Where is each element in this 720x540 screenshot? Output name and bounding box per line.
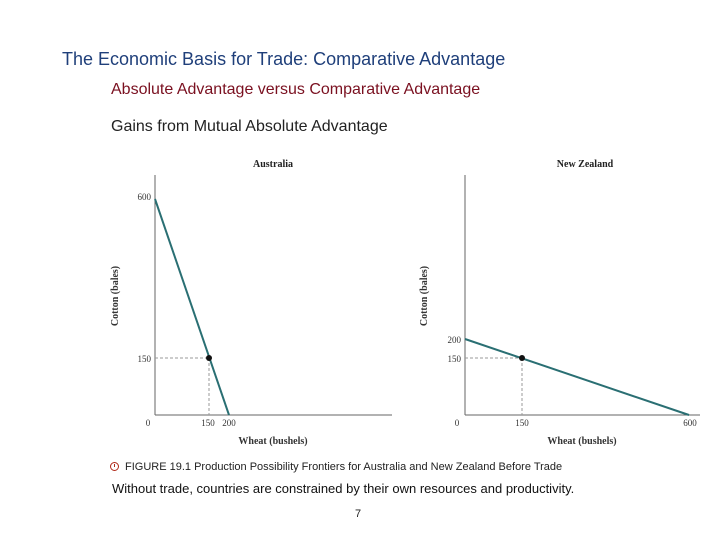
x-tick-australia-150: 150 [201,418,215,428]
x-tick-australia-0: 0 [146,418,151,428]
x-tick-australia-200: 200 [222,418,236,428]
x-tick-new-zealand-150: 150 [515,418,529,428]
figure-info-icon [110,462,119,471]
frontier-line-australia [154,198,230,416]
y-tick-australia-150: 150 [138,354,152,364]
figure-caption: FIGURE 19.1 Production Possibility Front… [110,461,562,473]
y-axis-label-australia: Cotton (bales) [110,266,121,326]
x-axis-label-australia: Wheat (bushels) [238,436,307,447]
chart-new-zealand: New Zealand Cotton (bales) Wheat (bushel… [419,159,700,447]
x-tick-new-zealand-600: 600 [683,418,697,428]
chart-australia: Australia Cotton (bales) Wheat (bushels)… [110,159,392,447]
x-axis-label-new-zealand: Wheat (bushels) [547,436,616,447]
frontier-line-new-zealand [464,338,690,416]
figure-caption-text: FIGURE 19.1 Production Possibility Front… [125,461,563,473]
x-tick-new-zealand-0: 0 [455,418,460,428]
y-axis-label-new-zealand: Cotton (bales) [419,266,430,326]
chart-title-australia: Australia [253,159,293,170]
section-heading: Gains from Mutual Absolute Advantage [111,118,388,135]
slide-title: The Economic Basis for Trade: Comparativ… [62,49,506,69]
slide-subtitle: Absolute Advantage versus Comparative Ad… [111,81,481,98]
y-tick-australia-600: 600 [138,192,152,202]
y-tick-new-zealand-150: 150 [448,354,462,364]
page-number: 7 [355,508,362,520]
slide-note: Without trade, countries are constrained… [112,481,575,496]
production-point-australia [206,355,212,361]
production-point-new-zealand [519,355,525,361]
y-tick-new-zealand-200: 200 [448,335,462,345]
chart-title-new-zealand: New Zealand [557,159,614,170]
